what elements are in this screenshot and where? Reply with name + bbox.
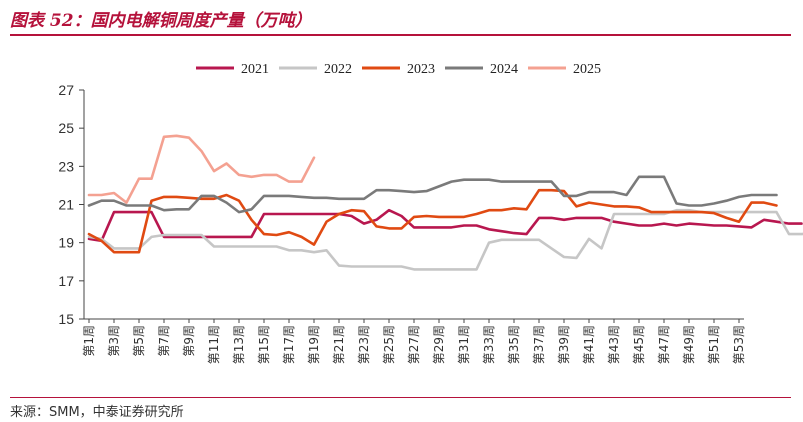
x-axis: 第1周 第3周 第5周 第7周 第9周 第11周 第13周 第15周 第17周 第19周 第21周第…: [82, 318, 746, 364]
line-chart: 2021 2022 2023 2024 2025 15171921232527 第1周第…: [58, 62, 803, 364]
x-tick-label: 第51周: [707, 325, 721, 364]
x-tick-label: 第47周: [657, 325, 671, 364]
x-tick-label: 第17周: [282, 325, 296, 364]
x-tick-label: 第13周: [232, 325, 246, 364]
x-tick-label: 第11周: [207, 325, 221, 364]
x-tick-label: 第33周: [482, 325, 496, 364]
x-tick-label: 第23周: [357, 325, 371, 364]
series-line-2025: [87, 134, 316, 204]
x-tick-label: 第5周: [132, 325, 146, 357]
series-line-2023: [87, 188, 778, 254]
x-tick-label: 第15周: [257, 325, 271, 364]
chart-legend: 2021 2022 2023 2024 2025: [196, 62, 601, 77]
x-tick-label: 第43周: [607, 325, 621, 364]
x-tick-label: 第29周: [432, 325, 446, 364]
x-tick-label: 第39周: [557, 325, 571, 364]
x-tick-label: 第37周: [532, 325, 546, 364]
x-tick-label: 第9周: [182, 325, 196, 357]
x-tick-label: 第27周: [407, 325, 421, 364]
legend-label-2025: 2025: [573, 62, 601, 77]
legend-label-2024: 2024: [490, 62, 518, 77]
x-tick-label: 第35周: [507, 325, 521, 364]
x-tick-label: 第53周: [732, 325, 746, 364]
x-tick-label: 第45周: [632, 325, 646, 364]
x-tick-label: 第3周: [107, 325, 121, 357]
y-tick-label: 27: [58, 82, 74, 98]
legend-label-2021: 2021: [241, 62, 269, 77]
y-tick-label: 15: [58, 311, 74, 327]
x-tick-label: 第49周: [682, 325, 696, 364]
chart-title: 图表 52：国内电解铜周度产量（万吨）: [10, 11, 312, 31]
series-line-2022: [87, 208, 803, 271]
y-tick-label: 21: [58, 197, 74, 213]
x-tick-label: 第31周: [457, 325, 471, 364]
x-tick-label: 第25周: [382, 325, 396, 364]
title-divider: [10, 34, 791, 36]
legend-label-2023: 2023: [407, 62, 435, 77]
x-tick-label: 第21周: [332, 325, 346, 364]
source-divider: [10, 397, 791, 398]
y-tick-label: 19: [58, 235, 74, 251]
x-tick-label: 第7周: [157, 325, 171, 357]
series-line-2021: [87, 208, 803, 243]
x-tick-label: 第19周: [307, 325, 321, 364]
series-group: [87, 134, 803, 271]
y-tick-label: 25: [58, 120, 74, 136]
y-axis: 15 17 19 21 23 25 27: [58, 82, 85, 327]
y-tick-label: 23: [58, 158, 74, 174]
y-tick-label: 17: [58, 273, 74, 289]
x-tick-label: 第41周: [582, 325, 596, 364]
x-tick-label: 第1周: [82, 325, 96, 357]
source-note: 来源：SMM，中泰证券研究所: [10, 405, 184, 420]
legend-label-2022: 2022: [324, 62, 352, 77]
series-line-2024: [87, 175, 778, 214]
